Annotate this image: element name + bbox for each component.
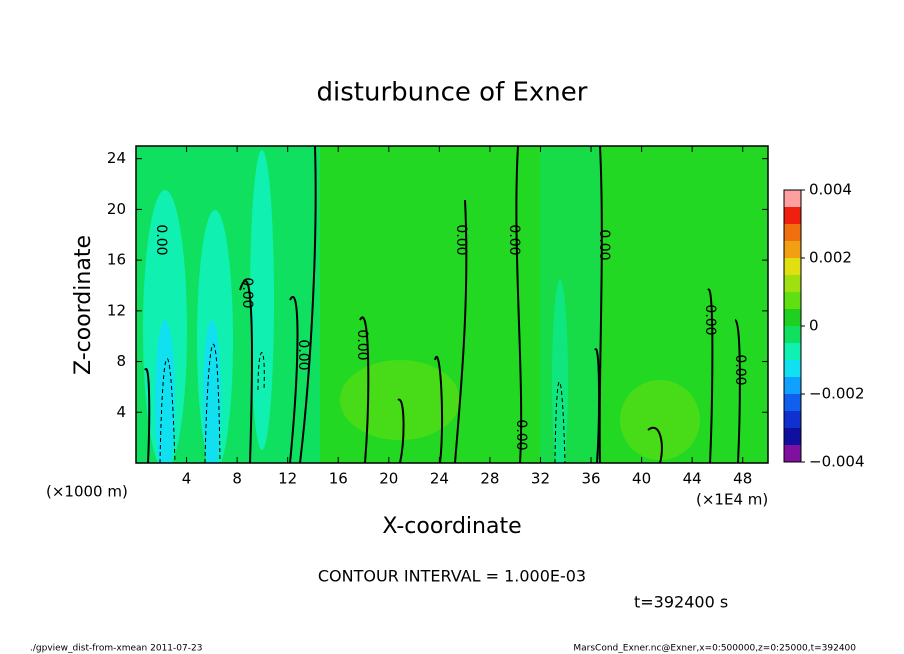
chart-title: disturbunce of Exner [317,78,588,108]
contour-label: 0.00 [239,277,255,308]
plot-frame [135,145,769,464]
x-axis-title: X-coordinate [382,514,521,539]
x-tick-label: 20 [379,470,398,488]
colorbar-label: 0 [809,317,819,335]
contour-label: 0.00 [153,224,169,255]
y-tick-label: 4 [116,403,126,421]
colorbar-band [784,224,801,241]
colorbar-label: −0.002 [809,385,865,403]
colorbar-band [784,394,801,411]
contour-interval: CONTOUR INTERVAL = 1.000E-03 [318,567,586,586]
colorbar-band [784,360,801,377]
contour-label: 0.00 [506,224,522,255]
contour-label: 0.00 [453,224,469,255]
contour-label: 0.00 [702,304,718,335]
x-tick-label: 48 [733,470,752,488]
x-unit: (×1000 m) [46,483,128,501]
footer-right: MarsCond_Exner.nc@Exner,x=0:500000,z=0:2… [573,644,856,654]
colorbar-band [784,190,801,207]
x-tick-label: 28 [480,470,499,488]
contour-label: 0.00 [732,354,748,385]
x-tick-label: 8 [232,470,242,488]
colorbar-label: 0.002 [809,249,852,267]
colorbar-band [784,411,801,428]
x-tick-label: 44 [683,470,702,488]
x-tick-label: 4 [182,470,192,488]
colorbar-band [784,309,801,326]
y-tick-label: 16 [107,251,126,269]
y-axis-title: Z-coordinate [71,235,96,375]
y-tick-label: 8 [116,352,126,370]
colorbar-label: −0.004 [809,453,865,471]
colorbar-band [784,207,801,224]
x-tick-label: 12 [278,470,297,488]
contour-label: 0.00 [513,419,529,450]
colorbar-band [784,326,801,343]
contour-label: 0.00 [354,329,370,360]
time-label: t=392400 s [634,593,728,612]
colorbar-band [784,258,801,275]
colorbar-band [784,377,801,394]
x-tick-label: 16 [329,470,348,488]
y-tick-label: 24 [107,149,126,167]
y-tick-label: 12 [107,301,126,319]
colorbar-band [784,292,801,309]
x-tick-label: 36 [581,470,600,488]
colorbar-band [784,343,801,360]
x-unit-2: (×1E4 m) [696,491,768,509]
x-tick-label: 24 [430,470,449,488]
contour-label: 0.00 [295,339,311,370]
contour-label: 0.00 [596,229,612,260]
colorbar-band [784,241,801,258]
colorbar-band [784,428,801,445]
footer-left: ./gpview_dist-from-xmean 2011-07-23 [30,644,202,654]
colorbar-band [784,275,801,292]
x-tick-label: 32 [531,470,550,488]
colorbar-label: 0.004 [809,181,852,199]
contour-field [136,146,768,463]
y-tick-label: 20 [107,200,126,218]
colorbar-band [784,445,801,462]
x-tick-label: 40 [632,470,651,488]
